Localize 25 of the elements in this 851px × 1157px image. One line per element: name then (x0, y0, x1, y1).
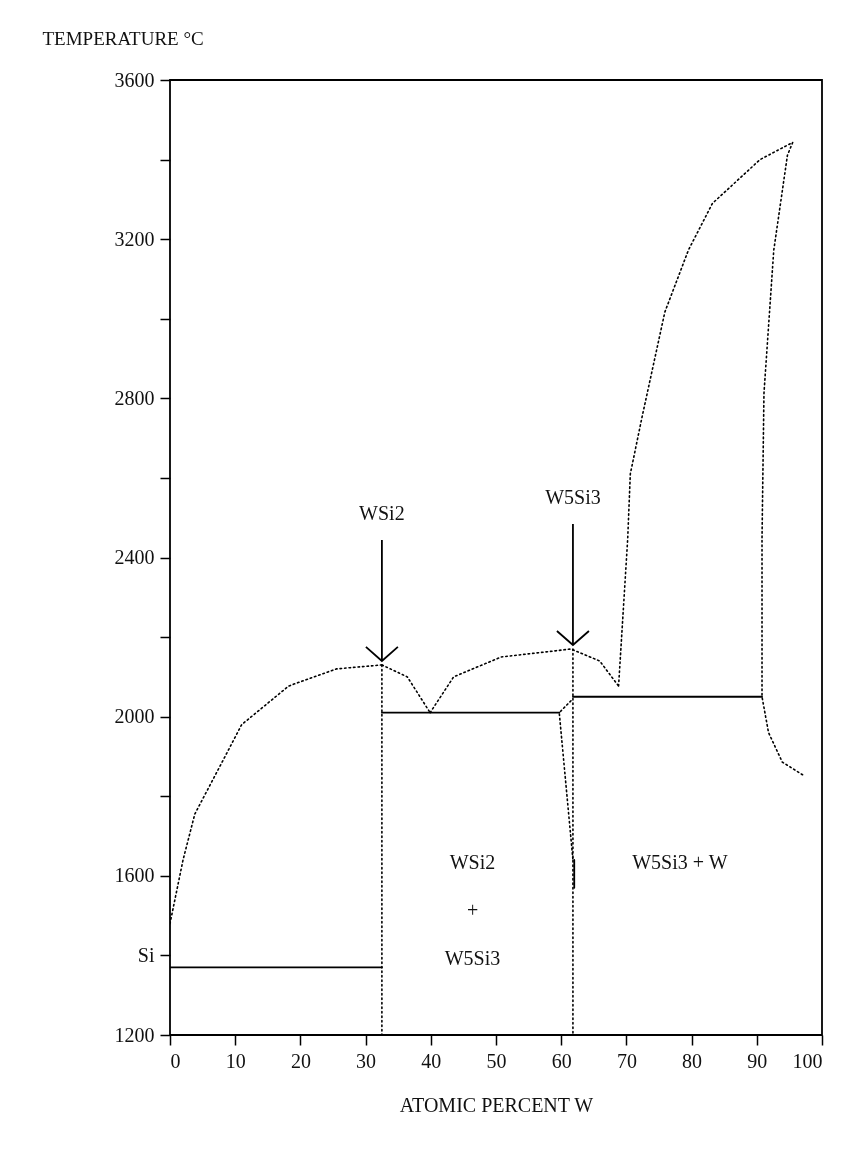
x-tick-label: 20 (290, 1049, 311, 1072)
y-tick-label: Si (137, 943, 155, 966)
x-tick-label: 10 (225, 1049, 246, 1072)
x-tick-label: 30 (356, 1049, 377, 1072)
x-tick-label: 50 (486, 1049, 507, 1072)
y-tick-label: 3200 (114, 227, 155, 250)
text: WSi2 + W5Si3 (444, 851, 501, 970)
x-tick-label: 80 (682, 1049, 703, 1072)
y-tick-label: 1200 (114, 1023, 155, 1046)
annotation: WSi2 (359, 501, 405, 524)
x-tick-label: 100 (792, 1049, 823, 1072)
x-tick-label: 0 (170, 1049, 181, 1072)
annotation: W5Si3 (545, 486, 601, 509)
x-axis-title: ATOMIC PERCENT W (399, 1093, 594, 1116)
y-tick-label: 1600 (114, 864, 155, 887)
x-tick-label: 40 (421, 1049, 442, 1072)
y-tick-label: 2400 (114, 546, 155, 568)
y-axis-title: TEMPERATURE °C (42, 27, 204, 49)
y-tick-label: 2000 (114, 705, 155, 728)
annotation: W5Si3 + W (632, 851, 728, 874)
y-tick-label: 3600 (114, 68, 155, 91)
x-tick-label: 70 (616, 1049, 637, 1072)
y-tick-label: 2800 (114, 386, 155, 409)
x-tick-label: 60 (551, 1049, 572, 1072)
x-tick-label: 90 (747, 1049, 768, 1072)
